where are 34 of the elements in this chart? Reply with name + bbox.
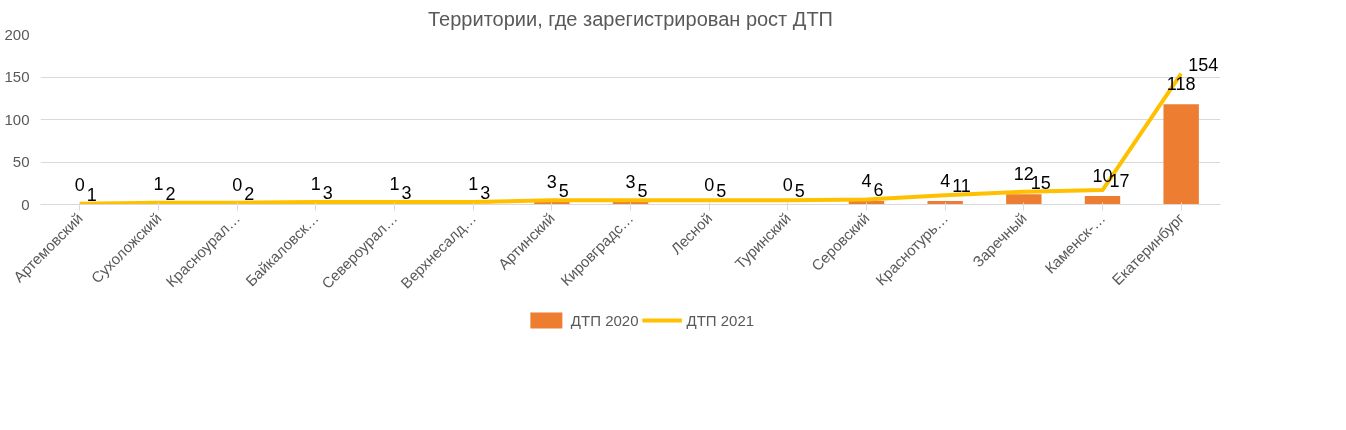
- data-label: 4: [940, 171, 951, 192]
- data-label: 3: [625, 171, 636, 192]
- y-tick-label: 150: [4, 68, 30, 85]
- data-label: 0: [782, 174, 793, 195]
- data-label: 6: [873, 180, 884, 201]
- data-label: 0: [232, 174, 243, 195]
- data-label: 2: [165, 183, 176, 204]
- data-label: 5: [716, 181, 727, 202]
- data-label: 1: [86, 184, 97, 205]
- data-label: 3: [401, 182, 412, 203]
- data-label: 3: [480, 182, 491, 203]
- y-tick-label: 100: [4, 110, 30, 128]
- data-label: 2: [244, 183, 255, 204]
- data-label: 154: [1188, 54, 1219, 75]
- y-tick-label: 50: [12, 153, 30, 170]
- data-label: 0: [704, 174, 715, 195]
- data-label: 5: [794, 181, 805, 202]
- data-label: 1: [310, 173, 321, 194]
- y-tick-label: 200: [4, 25, 30, 43]
- legend-label: ДТП 2021: [686, 311, 755, 329]
- legend-label: ДТП 2020: [570, 311, 639, 329]
- y-tick-label: 0: [21, 195, 30, 213]
- data-label: 5: [558, 181, 569, 202]
- data-label: 0: [74, 174, 85, 195]
- data-label: 1: [468, 173, 479, 194]
- data-label: 3: [546, 171, 557, 192]
- data-label: 4: [861, 171, 872, 192]
- data-label: 3: [322, 182, 333, 203]
- data-label: 1: [389, 173, 400, 194]
- data-label: 12: [1013, 164, 1034, 185]
- chart-title: Территории, где зарегистрирован рост ДТП: [428, 7, 833, 30]
- data-label: 1: [153, 173, 164, 194]
- data-label: 11: [952, 176, 971, 197]
- data-label: 5: [637, 181, 648, 202]
